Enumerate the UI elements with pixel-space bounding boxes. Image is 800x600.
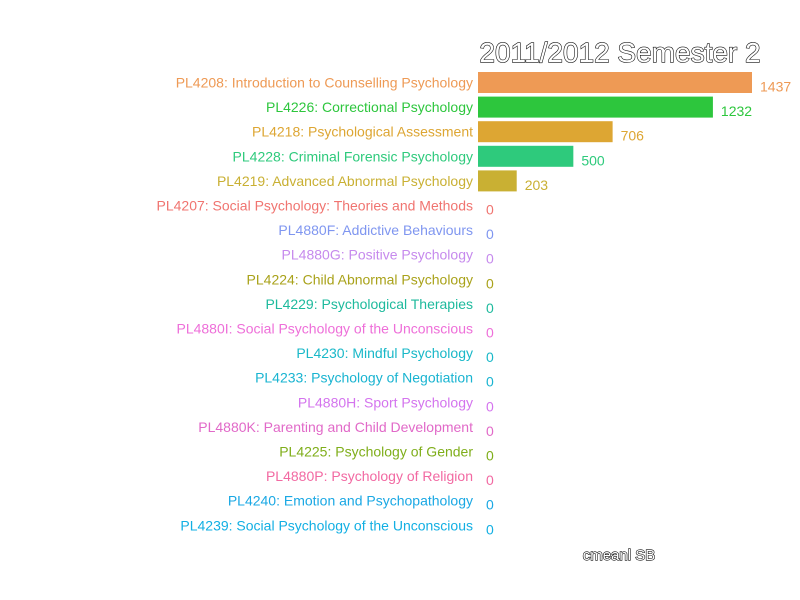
category-label: PL4228: Criminal Forensic Psychology (233, 148, 473, 164)
value-label: 0 (486, 300, 494, 316)
bar (478, 170, 517, 192)
value-label: 0 (486, 325, 494, 341)
bar (478, 96, 713, 118)
category-label: PL4207: Social Psychology: Theories and … (157, 198, 474, 214)
value-label: 0 (486, 251, 494, 267)
bar-row: PL4219: Advanced Abnormal Psychology 203 (217, 170, 548, 193)
category-label: PL4880I: Social Psychology of the Uncons… (176, 321, 473, 337)
category-label: PL4880K: Parenting and Child Development (198, 419, 473, 435)
value-label: 0 (486, 423, 494, 439)
bar-row: PL4880F: Addictive Behaviours 0 (278, 222, 494, 242)
category-label: PL4218: Psychological Assessment (252, 124, 473, 140)
category-label: PL4240: Emotion and Psychopathology (228, 493, 473, 509)
bar-row: PL4228: Criminal Forensic Psychology 500 (233, 145, 605, 168)
category-label: PL4880H: Sport Psychology (298, 394, 473, 410)
value-label: 0 (486, 398, 494, 414)
category-label: PL4880F: Addictive Behaviours (278, 222, 473, 238)
value-label: 0 (486, 349, 494, 365)
value-label: 0 (486, 521, 494, 537)
category-label: PL4880P: Psychology of Religion (266, 468, 473, 484)
value-label: 0 (486, 374, 494, 390)
bar-row: PL4229: Psychological Therapies 0 (265, 296, 494, 316)
bar-row: PL4208: Introduction to Counselling Psyc… (176, 72, 791, 95)
category-label: PL4224: Child Abnormal Psychology (247, 271, 473, 287)
bar-row: PL4239: Social Psychology of the Unconsc… (180, 517, 494, 537)
bar-row: PL4880I: Social Psychology of the Uncons… (176, 321, 494, 341)
bar-row: PL4240: Emotion and Psychopathology 0 (228, 493, 494, 513)
bar-row: PL4226: Correctional Psychology 1232 (266, 96, 752, 119)
value-label: 1232 (721, 103, 752, 119)
bar-row: PL4880P: Psychology of Religion 0 (266, 468, 494, 488)
bar (478, 121, 613, 143)
category-label: PL4208: Introduction to Counselling Psyc… (176, 75, 473, 91)
category-label: PL4229: Psychological Therapies (265, 296, 473, 312)
category-label: PL4233: Psychology of Negotiation (255, 370, 473, 386)
bar-row: PL4230: Mindful Psychology 0 (296, 345, 494, 365)
chart-title: 2011/2012 Semester 2 (479, 37, 760, 68)
category-label: PL4226: Correctional Psychology (266, 99, 473, 115)
value-label: 0 (486, 497, 494, 513)
value-label: 0 (486, 275, 494, 291)
value-label: 0 (486, 226, 494, 242)
category-label: PL4225: Psychology of Gender (279, 444, 473, 460)
value-label: 0 (486, 202, 494, 218)
value-label: 1437 (760, 79, 791, 95)
value-label: 500 (581, 152, 605, 168)
value-label: 0 (486, 448, 494, 464)
value-label: 706 (621, 128, 645, 144)
bar (478, 145, 574, 167)
bar (478, 72, 752, 93)
bar-row: PL4880K: Parenting and Child Development… (198, 419, 494, 439)
bars-layer: PL4208: Introduction to Counselling Psyc… (157, 72, 791, 537)
value-label: 0 (486, 472, 494, 488)
category-label: PL4219: Advanced Abnormal Psychology (217, 173, 473, 189)
bar-row: PL4880G: Positive Psychology 0 (282, 247, 494, 267)
category-label: PL4230: Mindful Psychology (296, 345, 473, 361)
bar-row: PL4233: Psychology of Negotiation 0 (255, 370, 494, 390)
chart-footer: cmeanl SB (583, 547, 656, 564)
bar-row: PL4218: Psychological Assessment 706 (252, 121, 644, 144)
category-label: PL4880G: Positive Psychology (282, 247, 473, 263)
bar-row: PL4225: Psychology of Gender 0 (279, 444, 494, 464)
bar-row: PL4224: Child Abnormal Psychology 0 (247, 271, 494, 291)
bar-row: PL4207: Social Psychology: Theories and … (157, 198, 495, 218)
value-label: 203 (525, 177, 549, 193)
bar-row: PL4880H: Sport Psychology 0 (298, 394, 494, 414)
category-label: PL4239: Social Psychology of the Unconsc… (180, 517, 473, 533)
